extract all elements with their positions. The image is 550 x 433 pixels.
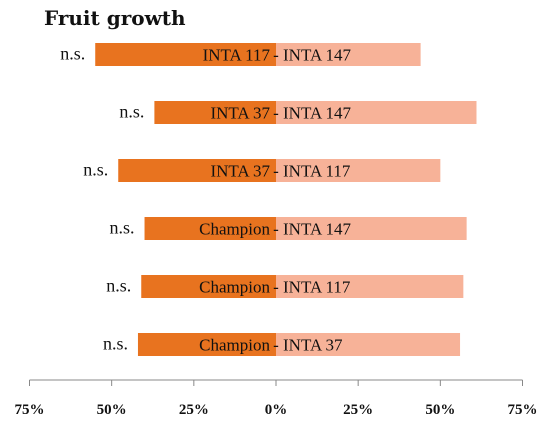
significance-label: n.s. (119, 102, 144, 122)
bar-label-separator: - (273, 220, 279, 239)
x-tick-label: 25% (179, 402, 209, 418)
bar-positive (276, 275, 464, 298)
bar-positive (276, 159, 441, 182)
bar-label-separator: - (273, 278, 279, 297)
bar-label-separator: - (273, 46, 279, 65)
bar-label-separator: - (273, 336, 279, 355)
x-tick-label: 0% (265, 402, 288, 418)
significance-label: n.s. (103, 334, 128, 354)
bar-label-right: INTA 147 (283, 104, 352, 123)
significance-label: n.s. (60, 44, 85, 64)
bar-label-right: INTA 37 (283, 336, 343, 355)
bar-label-right: INTA 117 (283, 162, 351, 181)
bar-negative (154, 101, 276, 124)
chart-title: Fruit growth (44, 6, 186, 30)
x-tick-label: 75% (508, 402, 538, 418)
x-tick-label: 50% (97, 402, 127, 418)
bar-positive (276, 217, 467, 240)
bar-negative (118, 159, 277, 182)
bar-positive (276, 333, 461, 356)
bar-negative (141, 275, 276, 298)
x-tick-label: 25% (343, 402, 373, 418)
bar-label-right: INTA 117 (283, 278, 351, 297)
bar-label-left: INTA 37 (210, 162, 270, 181)
significance-label: n.s. (83, 160, 108, 180)
x-tick-label: 50% (425, 402, 455, 418)
bar-positive (276, 43, 421, 66)
x-tick-label: 75% (15, 402, 45, 418)
bar-label-right: INTA 147 (283, 46, 352, 65)
bar-label-separator: - (273, 162, 279, 181)
bar-negative (137, 333, 276, 356)
bar-negative (95, 43, 276, 66)
bar-positive (276, 101, 477, 124)
bar-negative (144, 217, 276, 240)
bar-label-left: INTA 37 (210, 104, 270, 123)
bar-label-left: Champion (199, 278, 270, 297)
bar-label-right: INTA 147 (283, 220, 352, 239)
bar-label-left: INTA 117 (203, 46, 271, 65)
significance-label: n.s. (110, 218, 135, 238)
bar-label-left: Champion (199, 336, 270, 355)
bar-label-separator: - (273, 104, 279, 123)
bar-label-left: Champion (199, 220, 270, 239)
significance-label: n.s. (106, 276, 131, 296)
